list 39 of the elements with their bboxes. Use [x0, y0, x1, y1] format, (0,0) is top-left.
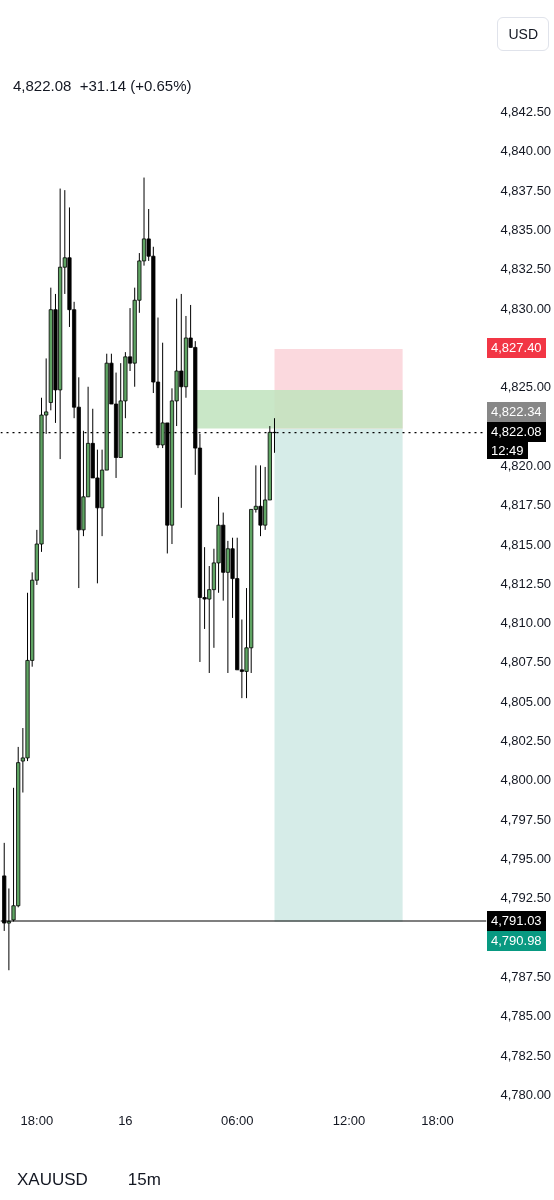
y-tick-label: 4,785.00 [500, 1008, 552, 1024]
y-tick-label: 4,817.50 [500, 497, 552, 513]
y-tick-label: 4,830.00 [500, 300, 552, 316]
y-tick-label: 4,780.00 [500, 1087, 552, 1102]
y-tick-label: 4,800.00 [500, 772, 552, 788]
y-tick-label: 4,825.00 [500, 379, 552, 395]
x-tick-label: 12:00 [332, 1112, 366, 1128]
text: USD [497, 17, 549, 51]
text: 4,790.98 [487, 931, 546, 951]
y-tick-label: 4,805.00 [500, 693, 552, 709]
text: 4,827.40 [487, 338, 546, 358]
text: XAUUSD [17, 1170, 88, 1189]
y-tick-label: 4,815.00 [500, 536, 552, 552]
y-tick-label: 4,832.50 [500, 261, 552, 277]
chart-title: 4,822.08 +31.14 (+0.65%) [13, 76, 192, 96]
text: 15m [127, 1170, 161, 1189]
y-tick-label: 4,792.50 [500, 890, 552, 906]
y-tick-label: 4,810.00 [500, 615, 552, 631]
candlestick [258, 464, 263, 537]
y-tick-label: 4,812.50 [500, 575, 552, 591]
x-tick-label: 06:00 [220, 1112, 254, 1128]
x-tick-label: 18:00 [421, 1112, 454, 1128]
y-tick-label: 4,782.50 [500, 1047, 552, 1063]
x-tick-label: 16 [118, 1112, 133, 1128]
y-tick-label: 4,797.50 [500, 811, 552, 827]
y-tick-label: 4,835.00 [500, 221, 552, 237]
text: 4,822.34 [487, 402, 546, 422]
text: 12:49 [487, 442, 528, 459]
ref-line-label: 4,791.03 [487, 911, 546, 931]
ref-line-label: 4,822.08 [487, 422, 546, 442]
y-tick-label: 4,807.50 [500, 654, 552, 670]
y-tick-label: 4,842.50 [500, 104, 552, 119]
y-tick-label: 4,820.00 [500, 457, 552, 473]
y-tick-label: 4,795.00 [500, 851, 552, 867]
y-tick-label: 4,837.50 [500, 182, 552, 198]
y-tick-label: 4,802.50 [500, 733, 552, 749]
y-tick-label: 4,787.50 [500, 969, 552, 985]
y-tick-label: 4,840.00 [500, 143, 552, 159]
x-tick-label: 18:00 [20, 1112, 54, 1128]
